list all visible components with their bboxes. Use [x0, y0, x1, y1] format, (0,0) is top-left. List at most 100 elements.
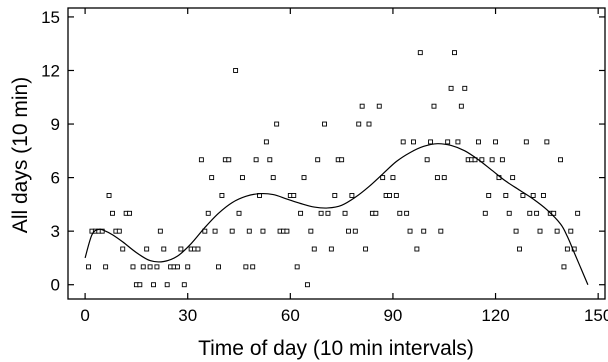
- data-point: [243, 264, 249, 270]
- data-point: [407, 228, 413, 234]
- data-point: [387, 193, 392, 198]
- y-tick-label: 6: [51, 169, 60, 188]
- data-point: [110, 210, 115, 216]
- data-point: [540, 193, 546, 198]
- data-point: [441, 175, 447, 181]
- data-point: [205, 210, 211, 216]
- axis-ticks: 0 30 60 90 120 150 0 3 6 9 12 15: [41, 8, 608, 325]
- data-point: [404, 210, 410, 216]
- data-point: [212, 228, 218, 234]
- data-point: [411, 139, 416, 145]
- data-point: [304, 282, 310, 288]
- data-point: [209, 175, 215, 181]
- data-point: [489, 157, 495, 163]
- data-point: [239, 175, 245, 181]
- data-point: [181, 282, 187, 288]
- data-point: [164, 282, 170, 288]
- data-point: [534, 210, 540, 216]
- data-point: [438, 228, 444, 234]
- data-point: [219, 193, 225, 198]
- data-point: [452, 50, 457, 56]
- data-point: [431, 103, 437, 109]
- data-point: [575, 210, 581, 216]
- data-point: [527, 210, 533, 216]
- data-point: [417, 50, 423, 56]
- data-point: [510, 175, 516, 181]
- data-point: [157, 228, 163, 234]
- data-point: [373, 210, 379, 216]
- y-tick-label: 12: [41, 61, 60, 80]
- data-point: [137, 282, 143, 288]
- data-point: [564, 246, 570, 252]
- data-point: [294, 264, 300, 270]
- data-point: [318, 210, 324, 216]
- data-point: [486, 193, 492, 198]
- data-point: [106, 193, 112, 198]
- data-point: [434, 175, 440, 181]
- data-point: [356, 121, 362, 127]
- data-point: [428, 139, 434, 145]
- data-point: [178, 246, 184, 252]
- data-point: [445, 139, 451, 145]
- data-point: [198, 157, 204, 163]
- data-point: [349, 193, 355, 198]
- data-point: [346, 228, 351, 234]
- data-point: [561, 264, 567, 270]
- data-point: [506, 210, 512, 216]
- data-point: [523, 139, 529, 145]
- data-point: [544, 139, 550, 145]
- data-point: [397, 210, 403, 216]
- data-point: [359, 103, 365, 109]
- data-point: [195, 246, 201, 252]
- data-point: [325, 210, 331, 216]
- data-point: [315, 157, 321, 163]
- data-point: [267, 157, 273, 163]
- data-point: [513, 228, 519, 234]
- data-point: [390, 175, 396, 181]
- data-point: [503, 193, 509, 198]
- data-point: [424, 157, 430, 163]
- data-point: [363, 246, 369, 252]
- data-point: [493, 139, 498, 145]
- data-point: [185, 264, 191, 270]
- data-point: [291, 193, 297, 198]
- data-point: [537, 228, 543, 234]
- data-point: [517, 246, 522, 252]
- data-point: [380, 175, 386, 181]
- data-point: [328, 246, 334, 252]
- data-point: [414, 246, 420, 252]
- data-point: [558, 157, 563, 163]
- y-tick-label: 0: [51, 276, 60, 295]
- data-point: [144, 246, 150, 252]
- x-tick-label: 120: [481, 306, 509, 325]
- data-point: [140, 264, 146, 270]
- data-point: [175, 264, 180, 270]
- data-point: [120, 246, 126, 252]
- data-point: [202, 228, 208, 234]
- x-tick-label: 0: [80, 306, 89, 325]
- data-point: [253, 157, 259, 163]
- data-point: [250, 264, 256, 270]
- data-point: [127, 210, 133, 216]
- data-point: [520, 193, 526, 198]
- data-point: [263, 139, 269, 145]
- data-point: [216, 264, 221, 270]
- data-point: [339, 157, 345, 163]
- data-point: [462, 85, 468, 91]
- data-point: [448, 85, 454, 91]
- data-point: [530, 193, 536, 198]
- data-point: [147, 264, 153, 270]
- data-point: [332, 193, 338, 198]
- data-point: [301, 175, 307, 181]
- data-point: [103, 264, 109, 270]
- data-point: [274, 121, 280, 127]
- data-point: [161, 246, 167, 252]
- data-point: [116, 228, 122, 234]
- x-tick-label: 30: [178, 306, 197, 325]
- data-point: [308, 228, 314, 234]
- data-point: [393, 193, 399, 198]
- data-point: [130, 264, 136, 270]
- data-point: [376, 103, 382, 109]
- y-tick-label: 9: [51, 115, 60, 134]
